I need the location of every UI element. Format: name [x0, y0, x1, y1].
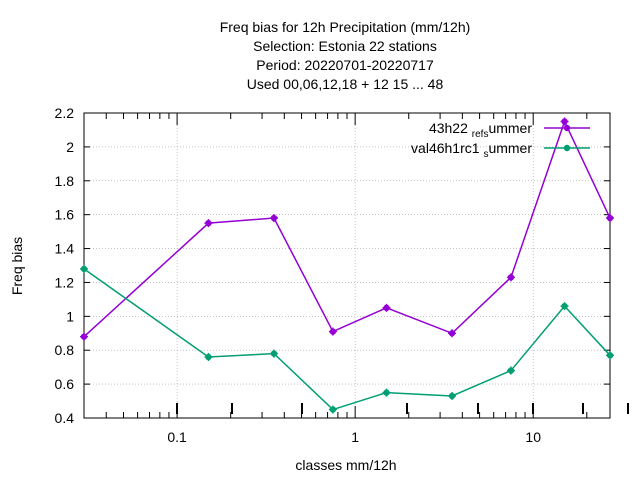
- x-tick-label: 1: [351, 429, 359, 445]
- legend-text-part: s: [483, 149, 488, 160]
- legend-marker-2: [563, 144, 571, 152]
- series-1-marker: [204, 219, 213, 228]
- title-line: Selection: Estonia 22 stations: [253, 38, 437, 54]
- series-line-2: [83, 268, 611, 411]
- series-1-marker: [382, 303, 391, 312]
- legend-label-2: val46h1rc1 summer: [411, 140, 532, 160]
- x-axis-label: classes mm/12h: [295, 457, 396, 473]
- axes: 0.4 0.6 0.8 1 1.2 1.4 1.6 1.8 2 2.2 0.1 1 10: [55, 105, 629, 445]
- series-2-marker: [606, 351, 614, 360]
- y-tick-label: 0.8: [55, 342, 75, 358]
- y-tick-label: 0.4: [55, 410, 75, 426]
- y-tick-label: 1.6: [55, 207, 75, 223]
- series-2-marker: [269, 349, 278, 358]
- y-tick-label: 2: [66, 139, 74, 155]
- chart-title: Freq bias for 12h Precipitation (mm/12h)…: [220, 19, 471, 92]
- series-2-marker: [560, 302, 569, 311]
- series-1-marker: [560, 117, 569, 126]
- legend-label-1: 43h22 refsummer: [429, 120, 532, 140]
- x-tick-label: 0.1: [167, 429, 187, 445]
- series-1-marker: [606, 214, 614, 223]
- series-1-marker: [506, 273, 515, 282]
- series-1-marker: [448, 329, 457, 338]
- grid-lines: [84, 113, 610, 418]
- legend-text-part: val46h1rc1: [411, 140, 483, 156]
- title-line: Freq bias for 12h Precipitation (mm/12h): [220, 19, 471, 35]
- y-tick-label: 1: [66, 308, 74, 324]
- y-tick-label: 0.6: [55, 376, 75, 392]
- title-line: Period: 20220701-20220717: [256, 57, 434, 73]
- y-tick-label: 1.8: [55, 173, 75, 189]
- series-2-marker: [80, 264, 88, 273]
- series-1-marker: [80, 332, 88, 341]
- series-1-marker: [269, 214, 278, 223]
- legend-text-part: ref: [472, 129, 484, 140]
- y-tick-label: 2.2: [55, 105, 75, 121]
- series-2-marker: [204, 353, 213, 361]
- legend-marker-1: [563, 124, 571, 132]
- title-line: Used 00,06,12,18 + 12 15 ... 48: [247, 76, 444, 92]
- series-layer: [80, 117, 614, 414]
- legend-text-part: ummer: [488, 120, 532, 136]
- legend-text-part: s: [483, 129, 488, 140]
- x-tick-label: 10: [525, 429, 541, 445]
- series-1-marker: [328, 327, 337, 336]
- legend-text-part: ummer: [488, 140, 532, 156]
- y-tick-label: 1.2: [55, 274, 75, 290]
- series-2-marker: [328, 405, 337, 414]
- series-2-marker: [448, 391, 457, 400]
- series-2-marker: [382, 388, 391, 397]
- y-axis-label: Freq bias: [9, 237, 25, 295]
- series-2-marker: [506, 366, 515, 375]
- legend-text-part: 43h22: [429, 120, 472, 136]
- y-tick-label: 1.4: [55, 241, 75, 257]
